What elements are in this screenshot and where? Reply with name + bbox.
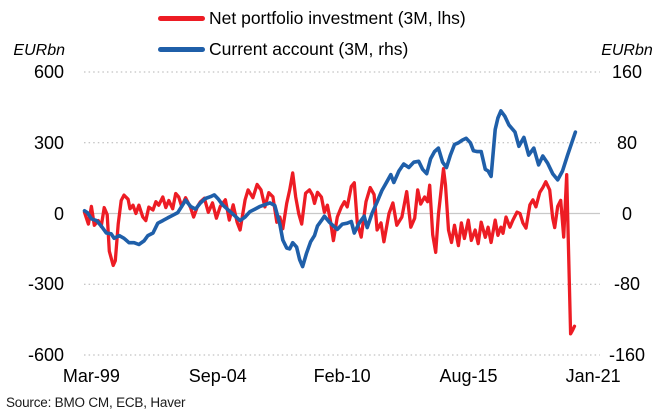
x-axis-tick: Mar-99 — [62, 366, 120, 386]
legend-label-net-portfolio: Net portfolio investment (3M, lhs) — [209, 8, 466, 28]
left-axis-tick: 300 — [33, 132, 64, 153]
left-axis-tick: -300 — [27, 274, 64, 295]
right-axis-tick: -80 — [613, 274, 640, 295]
left-axis-tick: -600 — [27, 345, 64, 365]
legend-line-red — [158, 15, 205, 21]
legend-item-net-portfolio: Net portfolio investment (3M, lhs) — [158, 5, 466, 31]
x-axis-tick: Feb-10 — [313, 366, 371, 386]
series-line-net-portfolio-investment — [82, 167, 577, 336]
x-axis-tick: Aug-15 — [439, 366, 498, 386]
legend-line-blue — [158, 46, 205, 52]
x-axis-tick: Jan-21 — [565, 366, 621, 386]
left-axis-unit-label: EURbn — [13, 42, 65, 59]
series-line-current-account — [82, 109, 578, 269]
right-axis-tick: -160 — [608, 345, 646, 365]
right-axis-tick: 80 — [616, 132, 638, 153]
left-axis-tick: 0 — [53, 203, 64, 224]
legend-label-current-account: Current account (3M, rhs) — [209, 39, 409, 59]
right-axis-tick: 0 — [621, 203, 632, 224]
source-note: Source: BMO CM, ECB, Haver — [6, 395, 186, 410]
left-axis-tick: 600 — [33, 62, 64, 82]
legend-item-current-account: Current account (3M, rhs) — [158, 36, 466, 62]
right-axis-tick: 160 — [611, 62, 643, 82]
legend: Net portfolio investment (3M, lhs) Curre… — [158, 5, 466, 67]
x-axis-tick: Sep-04 — [188, 366, 247, 386]
right-axis-unit-label: EURbn — [601, 42, 653, 59]
